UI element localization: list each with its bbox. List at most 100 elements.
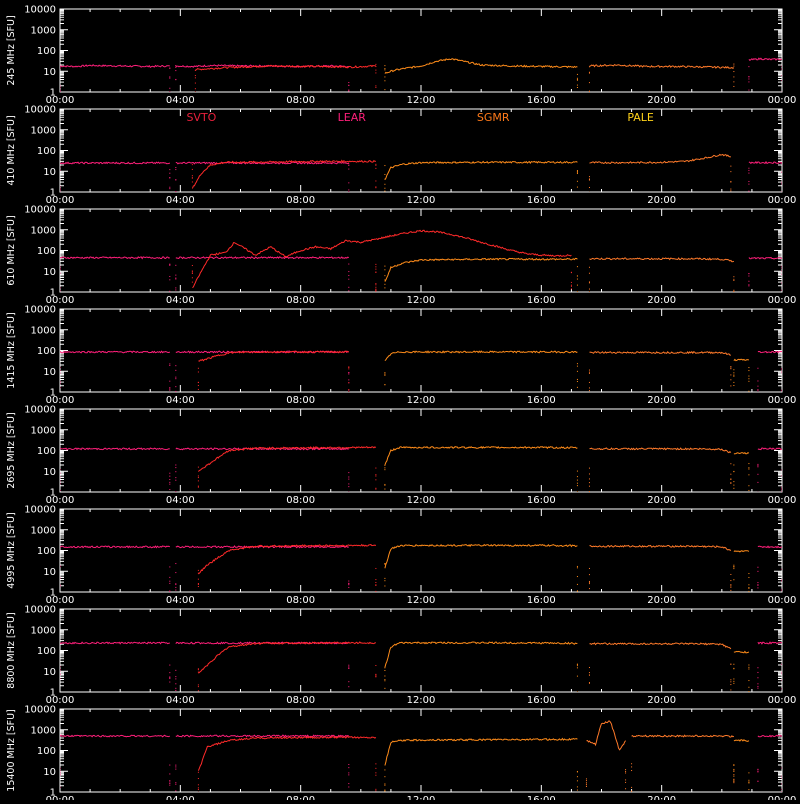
- dropout-dot: [733, 682, 735, 684]
- dropout-dot: [585, 782, 587, 784]
- dropout-dot: [60, 272, 61, 274]
- dropout-dot: [576, 370, 578, 372]
- series-lear: [757, 350, 782, 354]
- dropout-dot: [197, 384, 199, 386]
- dropout-dot: [169, 389, 171, 391]
- dropout-dot: [757, 683, 759, 685]
- dropout-dot: [375, 584, 377, 586]
- dropout-dot: [588, 482, 590, 484]
- dropout-dot: [781, 368, 782, 370]
- dropout-dot: [748, 590, 750, 592]
- series-pale: [589, 642, 732, 650]
- dropout-dot: [588, 71, 590, 73]
- dropout-dot: [60, 577, 61, 579]
- dropout-dot: [169, 177, 171, 179]
- dropout-dot: [169, 590, 171, 592]
- dropout-dot: [375, 266, 377, 268]
- dropout-dot: [588, 580, 590, 582]
- dropout-dot: [175, 167, 177, 169]
- dropout-dot: [60, 387, 61, 389]
- dropout-dot: [733, 85, 735, 87]
- dropout-dot: [169, 188, 171, 190]
- y-tick-label: 10: [43, 67, 56, 78]
- dropout-dot: [781, 791, 782, 792]
- dropout-dot: [781, 488, 782, 490]
- dropout-dot: [169, 764, 171, 766]
- dropout-dot: [375, 567, 377, 569]
- dropout-dot: [588, 666, 590, 668]
- dropout-dot: [191, 265, 193, 267]
- dropout-dot: [576, 275, 578, 277]
- dropout-dot: [169, 380, 171, 382]
- dropout-dot: [384, 275, 386, 277]
- dropout-dot: [175, 783, 177, 785]
- dropout-dot: [730, 681, 732, 683]
- x-tick-label: 20:00: [647, 495, 676, 506]
- dropout-dot: [384, 384, 386, 386]
- dropout-dot: [348, 686, 350, 688]
- dropout-dot: [748, 284, 750, 286]
- dropout-dot: [588, 473, 590, 475]
- dropout-dot: [348, 278, 350, 280]
- dropout-dot: [781, 163, 782, 165]
- dropout-dot: [730, 188, 732, 190]
- plot-frame: [59, 608, 783, 693]
- y-tick-label: 1: [50, 588, 56, 599]
- dropout-dot: [730, 589, 732, 591]
- dropout-dot: [576, 363, 578, 365]
- dropout-dot: [375, 676, 377, 678]
- dropout-dot: [588, 567, 590, 569]
- dropout-dot: [733, 564, 735, 566]
- dropout-dot: [757, 570, 759, 572]
- dropout-dot: [733, 381, 735, 383]
- dropout-dot: [631, 791, 633, 792]
- dropout-dot: [348, 81, 350, 83]
- dropout-dot: [733, 470, 735, 472]
- x-tick-label: 04:00: [166, 95, 195, 106]
- y-tick-label: 100: [37, 346, 56, 357]
- dropout-dot: [384, 467, 386, 469]
- x-tick-label: 16:00: [527, 395, 556, 406]
- dropout-dot: [576, 667, 578, 669]
- dropout-dot: [748, 169, 750, 171]
- y-tick-label: 10000: [24, 405, 56, 416]
- dropout-dot: [576, 583, 578, 585]
- dropout-dot: [748, 781, 750, 783]
- dropout-dot: [733, 579, 735, 581]
- dropout-dot: [588, 291, 590, 292]
- dropout-dot: [175, 471, 177, 473]
- dropout-dot: [781, 183, 782, 185]
- dropout-dot: [197, 771, 199, 773]
- dropout-dot: [733, 276, 735, 278]
- dropout-dot: [384, 178, 386, 180]
- dropout-dot: [748, 89, 750, 91]
- dropout-dot: [757, 481, 759, 483]
- panel-3: 1 10 100 1000 10000 00:00 04:00 08:00 12:00 16:00…: [6, 205, 796, 307]
- dropout-dot: [384, 585, 386, 587]
- dropout-dot: [175, 768, 177, 770]
- dropout-dot: [375, 286, 377, 288]
- panel-1: 1 10 100 1000 10000 00:00 04:00 08:00 12:00 16:00…: [6, 5, 796, 107]
- y-tick-label: 1000: [31, 225, 56, 236]
- dropout-dot: [191, 271, 193, 273]
- dropout-dot: [60, 476, 61, 478]
- y-tick-label: 1000: [31, 525, 56, 536]
- dropout-dot: [748, 66, 750, 68]
- x-tick-label: 12:00: [407, 495, 436, 506]
- y-tick-label: 100: [37, 446, 56, 457]
- dropout-dot: [197, 367, 199, 369]
- series-lear: [175, 447, 349, 451]
- dropout-dot: [175, 287, 177, 289]
- dropout-dot: [60, 90, 61, 92]
- dropout-dot: [588, 381, 590, 383]
- series-svto: [195, 64, 377, 71]
- dropout-dot: [197, 578, 199, 580]
- dropout-dot: [348, 583, 350, 585]
- dropout-dot: [588, 72, 590, 74]
- y-tick-label: 1000: [31, 325, 56, 336]
- dropout-dot: [757, 491, 759, 492]
- dropout-dot: [60, 381, 61, 383]
- dropout-dot: [631, 770, 633, 772]
- dropout-dot: [730, 379, 732, 381]
- dropout-dot: [60, 670, 61, 672]
